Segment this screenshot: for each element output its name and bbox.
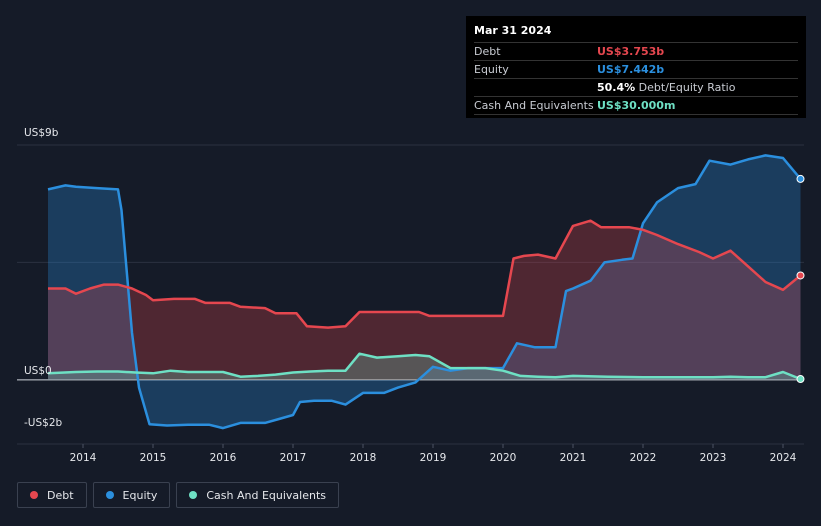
x-tick-label: 2016 (210, 452, 237, 464)
legend-item-equity[interactable]: Equity (92, 482, 171, 508)
tooltip-ratio-row: 50.4% Debt/Equity Ratio (474, 79, 798, 97)
x-tick-label: 2023 (700, 452, 727, 464)
chart-legend: Debt Equity Cash And Equivalents (17, 482, 339, 508)
area-cash-and-equivalents (48, 353, 801, 380)
x-tick-label: 2019 (420, 452, 447, 464)
legend-equity-label: Equity (122, 488, 158, 502)
legend-debt-label: Debt (47, 488, 74, 502)
tooltip-debt-value: US$3.753b (597, 45, 665, 58)
tooltip-cash-label: Cash And Equivalents (474, 99, 594, 112)
y-tick-label: US$0 (24, 365, 52, 377)
x-tick-label: 2024 (770, 452, 797, 464)
tooltip-cash-row: Cash And Equivalents US$30.000m (474, 97, 798, 115)
area-equity (48, 155, 801, 429)
x-tick-label: 2015 (140, 452, 167, 464)
legend-cash-label: Cash And Equivalents (206, 488, 326, 502)
legend-equity-dot (105, 491, 114, 499)
line-debt (48, 219, 802, 329)
grid-lines (17, 144, 804, 445)
tooltip-ratio-value: 50.4% (597, 81, 636, 94)
y-axis-labels: US$9b US$0 -US$2b (24, 127, 63, 429)
tooltip-equity-value: US$7.442b (597, 63, 665, 76)
tooltip-equity-label: Equity (474, 63, 509, 76)
line-cash-and-equivalents (47, 352, 801, 381)
tooltip-date: Mar 31 2024 (474, 24, 798, 43)
x-axis-labels: 2014 2015 2016 2017 2018 2019 2020 2021 2022 2023… (70, 444, 797, 464)
series-areas (48, 155, 801, 429)
endpoint-equity (796, 174, 805, 183)
x-tick-label: 2017 (280, 452, 307, 464)
legend-cash-dot (189, 491, 198, 499)
y-tick-label: US$9b (24, 127, 59, 139)
endpoint-cash-and-equivalents (796, 375, 805, 384)
x-tick-label: 2018 (350, 452, 377, 464)
x-tick-label: 2022 (630, 452, 657, 464)
line-equity (47, 154, 802, 430)
tooltip-cash-value: US$30.000m (597, 99, 676, 112)
data-tooltip: Mar 31 2024 Debt US$3.753b Equity US$7.4… (466, 16, 806, 118)
tooltip-equity-row: Equity US$7.442b (474, 61, 798, 79)
y-tick-label: -US$2b (24, 417, 63, 429)
tooltip-ratio-label: Debt/Equity Ratio (638, 81, 736, 94)
x-tick-label: 2014 (70, 452, 97, 464)
x-tick-label: 2021 (560, 452, 587, 464)
tooltip-debt-row: Debt US$3.753b (474, 43, 798, 61)
legend-debt-dot (30, 491, 38, 499)
legend-item-debt[interactable]: Debt (17, 482, 87, 508)
series-lines (47, 154, 802, 430)
legend-item-cash[interactable]: Cash And Equivalents (176, 482, 339, 508)
series-endpoints (796, 174, 805, 384)
x-tick-label: 2020 (490, 452, 517, 464)
endpoint-debt (796, 271, 805, 280)
tooltip-debt-label: Debt (474, 45, 501, 58)
